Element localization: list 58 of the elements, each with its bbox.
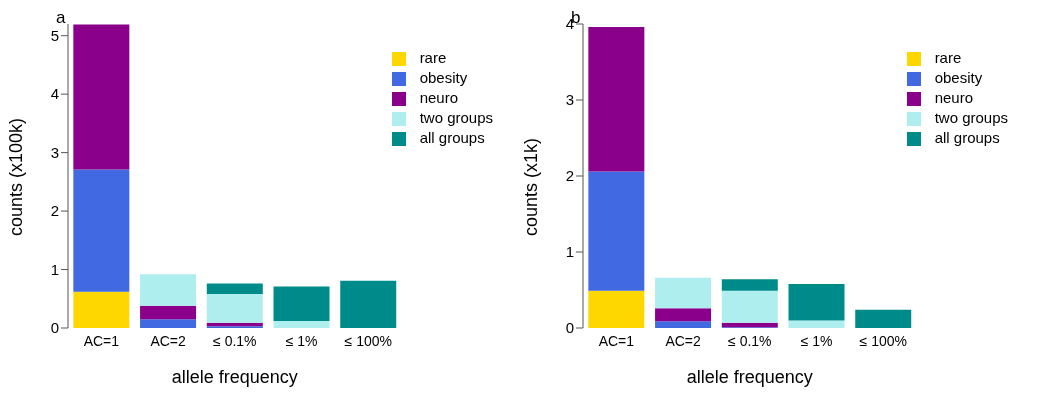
bar (73, 24, 130, 170)
x-tick-label: ≤ 0.1% (728, 332, 772, 349)
legend-label: rare (934, 49, 962, 66)
y-tick-label: 5 (50, 27, 59, 45)
legend-label: rare (419, 49, 447, 66)
bar (588, 290, 645, 328)
x-tick-label: AC=2 (665, 332, 701, 349)
legend-label: two groups (419, 109, 493, 126)
y-axis-title: counts (x100k) (6, 117, 27, 236)
x-axis-title: allele frequency (171, 366, 298, 387)
y-tick-label: 3 (50, 143, 59, 161)
x-tick-label: ≤ 0.1% (213, 332, 257, 349)
legend-label: neuro (419, 89, 458, 106)
x-tick-label: ≤ 100% (859, 332, 907, 349)
legend-label: all groups (419, 129, 485, 146)
x-tick-label: AC=1 (598, 332, 635, 349)
legend-label: all groups (934, 129, 1000, 146)
y-axis-title: counts (x1k) (521, 137, 542, 236)
bar (140, 319, 197, 328)
chart-title: a (56, 8, 66, 28)
x-tick-label: ≤ 1% (800, 332, 833, 349)
x-tick-label: ≤ 100% (344, 332, 392, 349)
bar (655, 308, 712, 322)
bar (655, 277, 712, 309)
y-tick-label: 1 (50, 260, 59, 278)
bar (340, 280, 397, 328)
x-tick-label: AC=1 (83, 332, 120, 349)
x-axis-title: allele frequency (686, 366, 813, 387)
legend-label: obesity (419, 69, 468, 86)
bar (273, 320, 330, 328)
y-tick-label: 1 (565, 243, 574, 261)
y-tick-label: 4 (50, 85, 59, 103)
bar (721, 290, 778, 323)
bar (206, 283, 263, 295)
bar (655, 321, 712, 328)
x-tick-label: AC=2 (150, 332, 186, 349)
bar (721, 322, 778, 328)
y-tick-label: 0 (50, 319, 59, 337)
bar (721, 279, 778, 291)
legend-label: obesity (934, 69, 983, 86)
bar (588, 171, 645, 291)
bar (140, 274, 197, 306)
y-tick-label: 3 (565, 91, 574, 109)
bar (73, 169, 130, 292)
bar (273, 286, 330, 321)
y-tick-label: 2 (50, 202, 59, 220)
bar (788, 283, 845, 321)
bar (588, 27, 645, 172)
bar (206, 294, 263, 323)
bar (140, 305, 197, 320)
bar (73, 291, 130, 328)
legend-label: two groups (934, 109, 1008, 126)
bar (788, 320, 845, 328)
legend-label: neuro (934, 89, 973, 106)
bar (855, 309, 912, 328)
x-tick-label: ≤ 1% (285, 332, 318, 349)
y-tick-label: 2 (565, 167, 574, 185)
y-tick-label: 0 (565, 319, 574, 337)
